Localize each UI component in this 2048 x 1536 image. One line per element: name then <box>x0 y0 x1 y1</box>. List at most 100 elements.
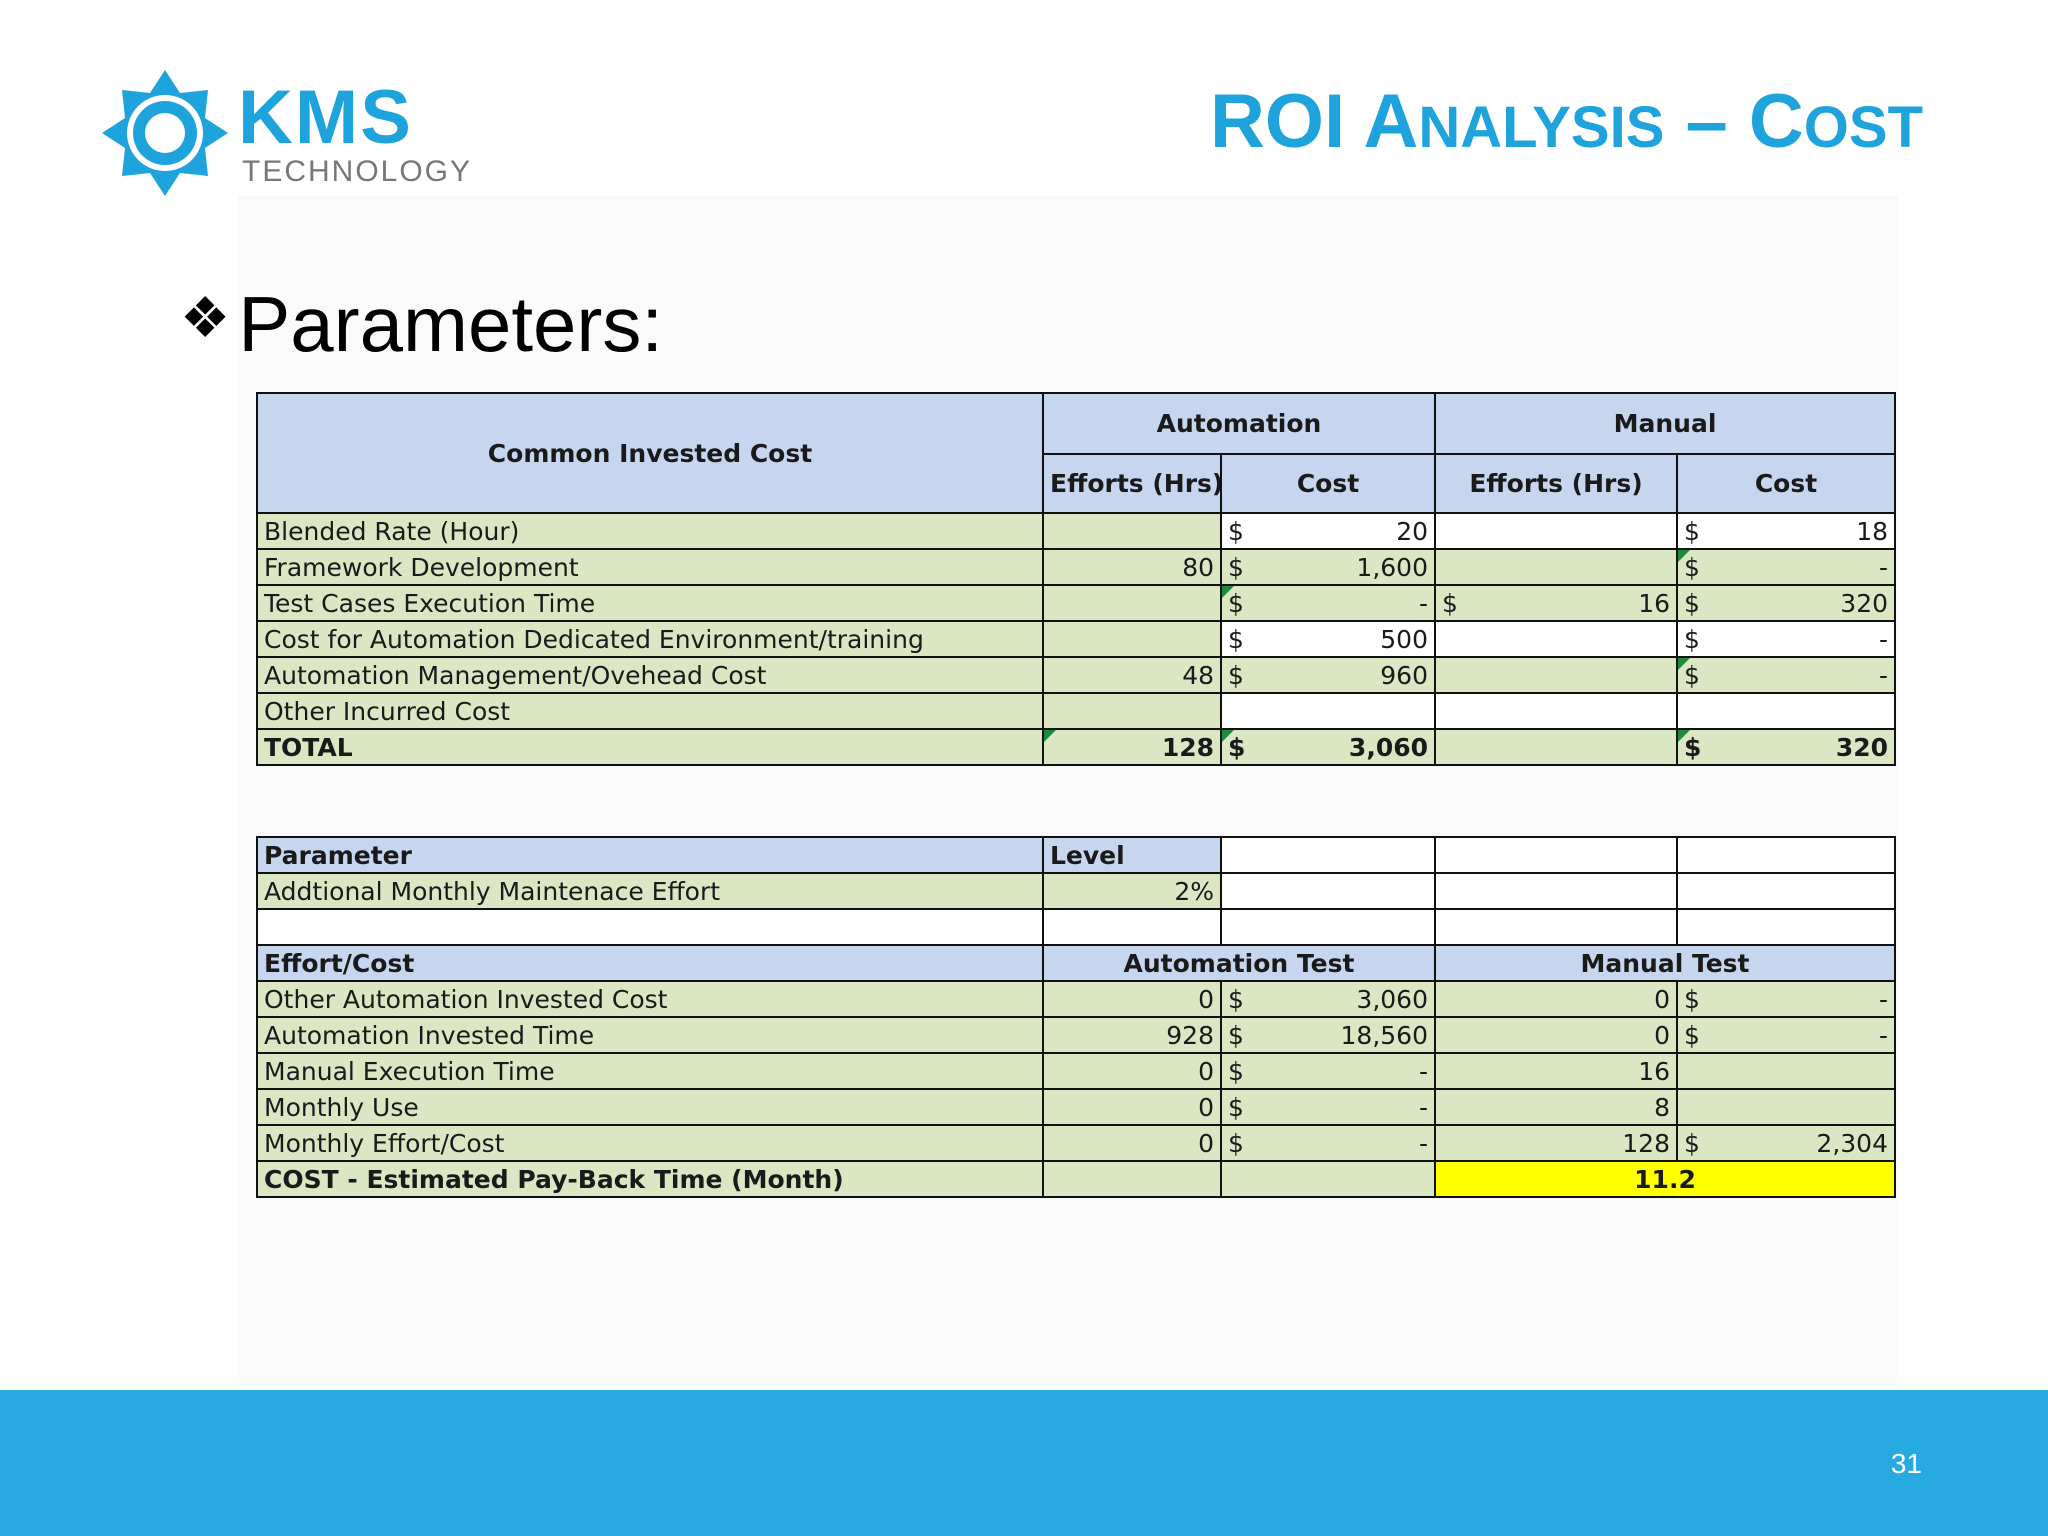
cell: $20 <box>1220 512 1436 550</box>
table-row: Manual Execution Time 0 $ - 16 <box>256 1052 1896 1090</box>
automation-test-header: Automation Test <box>1042 944 1436 982</box>
cell: 0 <box>1042 980 1222 1018</box>
cell: 0 <box>1042 1124 1222 1162</box>
automation-efforts-header: Efforts (Hrs) <box>1042 453 1222 514</box>
cell: 8 <box>1434 1088 1678 1126</box>
sunburst-logo-icon <box>102 70 228 196</box>
total-row: TOTAL 128 $3,060 $320 <box>256 728 1897 766</box>
cell <box>1676 1052 1896 1090</box>
parameter-header: Parameter <box>256 836 1044 874</box>
manual-cost-header: Cost <box>1675 453 1897 514</box>
cell: $ - <box>1676 1016 1896 1054</box>
maintenance-level-value: 2% <box>1042 872 1222 910</box>
footer-bar <box>0 1390 2048 1536</box>
row-label: Framework Development <box>256 548 1044 586</box>
table-row: Addtional Monthly Maintenace Effort 2% <box>256 872 1896 910</box>
cell: $16 <box>1434 584 1678 622</box>
parameter-label: Addtional Monthly Maintenace Effort <box>256 872 1044 910</box>
common-invested-cost-header: Common Invested Cost <box>256 392 1044 514</box>
cell: 928 <box>1042 1016 1222 1054</box>
cell <box>1042 620 1222 658</box>
cell: $18,560 <box>1220 1016 1436 1054</box>
kms-logo: KMS TECHNOLOGY <box>100 68 480 198</box>
cell: $ - <box>1220 1052 1436 1090</box>
cell <box>1434 512 1678 550</box>
payback-label: COST - Estimated Pay-Back Time (Month) <box>256 1160 1044 1198</box>
cell <box>1434 728 1678 766</box>
cell <box>1434 656 1678 694</box>
manual-header: Manual <box>1433 391 1897 456</box>
cell <box>1675 692 1897 730</box>
cell <box>1220 692 1436 730</box>
table-row: Other Incurred Cost <box>256 692 1897 730</box>
bullet-text: Parameters: <box>238 280 664 368</box>
cell: $ - <box>1675 548 1897 586</box>
total-label: TOTAL <box>256 728 1044 766</box>
row-label: Other Automation Invested Cost <box>256 980 1044 1018</box>
logo-wordmark: KMS <box>238 75 413 160</box>
table-row: Blended Rate (Hour) $20 $18 <box>256 512 1897 550</box>
cell: $ - <box>1676 980 1896 1018</box>
slide-title: ROI ANALYSIS – COST <box>1210 79 1923 164</box>
cell: $ - <box>1675 620 1897 658</box>
table-row: Other Automation Invested Cost 0 $3,060 … <box>256 980 1896 1018</box>
table-row: Cost for Automation Dedicated Environmen… <box>256 620 1897 658</box>
table-row: Test Cases Execution Time $ - $16 $320 <box>256 584 1897 622</box>
effort-table: Parameter Level Addtional Monthly Mainte… <box>256 836 1896 1198</box>
row-label: Manual Execution Time <box>256 1052 1044 1090</box>
cost-table: Common Invested Cost Automation Manual E… <box>256 391 1897 766</box>
cell: $18 <box>1675 512 1897 550</box>
total-automation-efforts: 128 <box>1042 728 1222 766</box>
table-row: Automation Invested Time 928 $18,560 0 $… <box>256 1016 1896 1054</box>
cell <box>1434 620 1678 658</box>
cell <box>1042 692 1222 730</box>
cell: 0 <box>1434 1016 1678 1054</box>
table-row: Monthly Use 0 $ - 8 <box>256 1088 1896 1126</box>
automation-cost-header: Cost <box>1220 453 1436 514</box>
cell: $ - <box>1220 1088 1436 1126</box>
cell <box>1042 512 1222 550</box>
logo-subtitle: TECHNOLOGY <box>242 155 473 188</box>
row-label: Blended Rate (Hour) <box>256 512 1044 550</box>
cell: $500 <box>1220 620 1436 658</box>
effort-cost-header: Effort/Cost <box>256 944 1044 982</box>
row-label: Cost for Automation Dedicated Environmen… <box>256 620 1044 658</box>
page-number: 31 <box>1890 1448 1922 1479</box>
cell: 0 <box>1434 980 1678 1018</box>
cell: $ - <box>1220 584 1436 622</box>
row-label: Monthly Use <box>256 1088 1044 1126</box>
cell: $3,060 <box>1220 980 1436 1018</box>
automation-header: Automation <box>1042 391 1436 456</box>
total-manual-cost: $320 <box>1675 728 1897 766</box>
cell: $1,600 <box>1220 548 1436 586</box>
cell: $960 <box>1220 656 1436 694</box>
row-label: Monthly Effort/Cost <box>256 1124 1044 1162</box>
row-label: Automation Management/Ovehead Cost <box>256 656 1044 694</box>
parameters-bullet: ❖ Parameters: <box>180 270 663 372</box>
manual-efforts-header: Efforts (Hrs) <box>1434 453 1678 514</box>
content-panel <box>238 196 1898 1386</box>
cell: 0 <box>1042 1088 1222 1126</box>
cell: $ - <box>1675 656 1897 694</box>
diamond-bullet-icon: ❖ <box>180 286 231 349</box>
cell <box>1042 584 1222 622</box>
payback-row: COST - Estimated Pay-Back Time (Month) 1… <box>256 1160 1896 1198</box>
cell: 80 <box>1042 548 1222 586</box>
row-label: Other Incurred Cost <box>256 692 1044 730</box>
cell <box>1434 548 1678 586</box>
row-label: Test Cases Execution Time <box>256 584 1044 622</box>
cell: 48 <box>1042 656 1222 694</box>
cell: $2,304 <box>1676 1124 1896 1162</box>
cell: $ - <box>1220 1124 1436 1162</box>
manual-test-header: Manual Test <box>1434 944 1896 982</box>
cell: 128 <box>1434 1124 1678 1162</box>
total-automation-cost: $3,060 <box>1220 728 1436 766</box>
cell: $320 <box>1675 584 1897 622</box>
cell <box>1676 1088 1896 1126</box>
table-row: Monthly Effort/Cost 0 $ - 128 $2,304 <box>256 1124 1896 1162</box>
table-row: Framework Development 80 $1,600 $ - <box>256 548 1897 586</box>
cell: 16 <box>1434 1052 1678 1090</box>
row-label: Automation Invested Time <box>256 1016 1044 1054</box>
payback-value: 11.2 <box>1434 1160 1896 1198</box>
table-row: Automation Management/Ovehead Cost 48 $9… <box>256 656 1897 694</box>
